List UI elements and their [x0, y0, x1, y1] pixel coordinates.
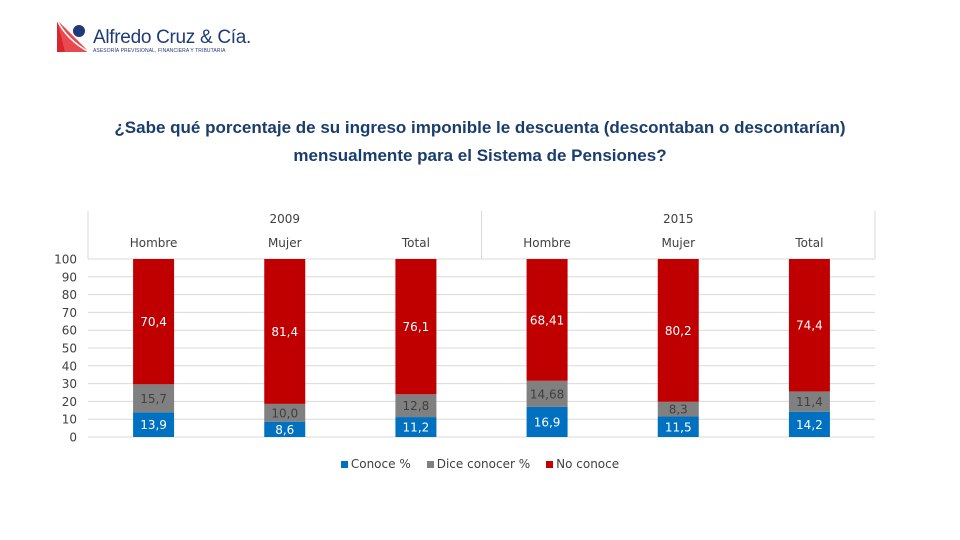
y-tick-label: 20 — [62, 395, 77, 409]
category-label: Hombre — [523, 236, 571, 250]
chart-legend: Conoce % Dice conocer % No conoce — [0, 457, 960, 471]
data-label: 70,4 — [140, 315, 167, 329]
bar-segment — [657, 259, 699, 402]
bar-segment — [526, 380, 568, 407]
data-label: 15,7 — [140, 392, 167, 406]
y-tick-label: 100 — [54, 253, 77, 267]
data-label: 13,9 — [140, 418, 167, 432]
bar-segment — [657, 416, 699, 437]
y-tick-label: 0 — [69, 431, 77, 445]
bar-segment — [788, 411, 830, 437]
data-label: 14,2 — [796, 418, 823, 432]
logo-tagline: ASESORÍA PREVISIONAL, FINANCIERA Y TRIBU… — [93, 48, 226, 54]
bar-segment — [526, 406, 568, 437]
legend-item-conoce: Conoce % — [340, 457, 411, 471]
data-label: 16,9 — [534, 415, 561, 429]
data-label: 10,0 — [271, 406, 298, 420]
legend-label-dice-conocer: Dice conocer % — [436, 457, 531, 471]
group-label: 2015 — [663, 212, 694, 226]
group-label: 2009 — [269, 212, 300, 226]
y-tick-label: 70 — [62, 306, 77, 320]
slide-title: ¿Sabe qué porcentaje de su ingreso impon… — [0, 114, 960, 170]
y-tick-label: 90 — [62, 270, 77, 284]
bar-segment — [395, 417, 437, 437]
data-label: 14,68 — [530, 387, 564, 401]
bar-segment — [788, 259, 830, 392]
legend-label-no-conoce: No conoce — [556, 457, 620, 471]
data-label: 11,5 — [665, 420, 692, 434]
logo-name: Alfredo Cruz & Cía. — [93, 27, 251, 48]
bar-segment — [133, 259, 175, 385]
bar-segment — [788, 391, 830, 412]
legend-item-no-conoce: No conoce — [546, 457, 619, 471]
data-label: 74,4 — [796, 319, 823, 333]
category-label: Mujer — [661, 236, 695, 250]
data-label: 80,2 — [665, 324, 692, 338]
legend-item-dice-conocer: Dice conocer % — [426, 457, 531, 471]
data-label: 11,4 — [796, 395, 823, 409]
company-logo: Alfredo Cruz & Cía. ASESORÍA PREVISIONAL… — [55, 18, 255, 58]
legend-swatch-no-conoce — [546, 460, 554, 468]
data-label: 12,8 — [403, 399, 430, 413]
title-line-2: mensualmente para el Sistema de Pensione… — [293, 146, 667, 165]
bar-segment — [264, 259, 306, 404]
bar-segment — [395, 259, 437, 395]
data-label: 68,41 — [530, 313, 564, 327]
title-line-1: ¿Sabe qué porcentaje de su ingreso impon… — [114, 118, 846, 137]
category-label: Total — [794, 236, 823, 250]
category-label: Mujer — [268, 236, 302, 250]
y-tick-label: 80 — [62, 288, 77, 302]
y-tick-label: 30 — [62, 377, 77, 391]
bar-segment — [133, 412, 175, 437]
y-tick-label: 40 — [62, 359, 77, 373]
y-tick-label: 60 — [62, 324, 77, 338]
y-tick-label: 50 — [62, 342, 77, 356]
bar-segment — [395, 394, 437, 418]
category-label: Hombre — [130, 236, 178, 250]
data-label: 11,2 — [403, 421, 430, 435]
data-label: 8,6 — [275, 423, 294, 437]
data-label: 81,4 — [271, 325, 298, 339]
bar-segment — [264, 403, 306, 422]
bar-segment — [133, 384, 175, 413]
bar-segment — [657, 401, 699, 417]
bar-segment — [264, 421, 306, 437]
bar-segment — [526, 259, 568, 381]
logo-mark-icon — [56, 19, 90, 53]
y-tick-label: 10 — [62, 413, 77, 427]
legend-label-conoce: Conoce % — [350, 457, 411, 471]
category-label: Total — [401, 236, 430, 250]
legend-swatch-conoce — [340, 460, 348, 468]
data-label: 76,1 — [403, 320, 430, 334]
legend-swatch-dice-conocer — [426, 460, 434, 468]
data-label: 8,3 — [669, 403, 688, 417]
